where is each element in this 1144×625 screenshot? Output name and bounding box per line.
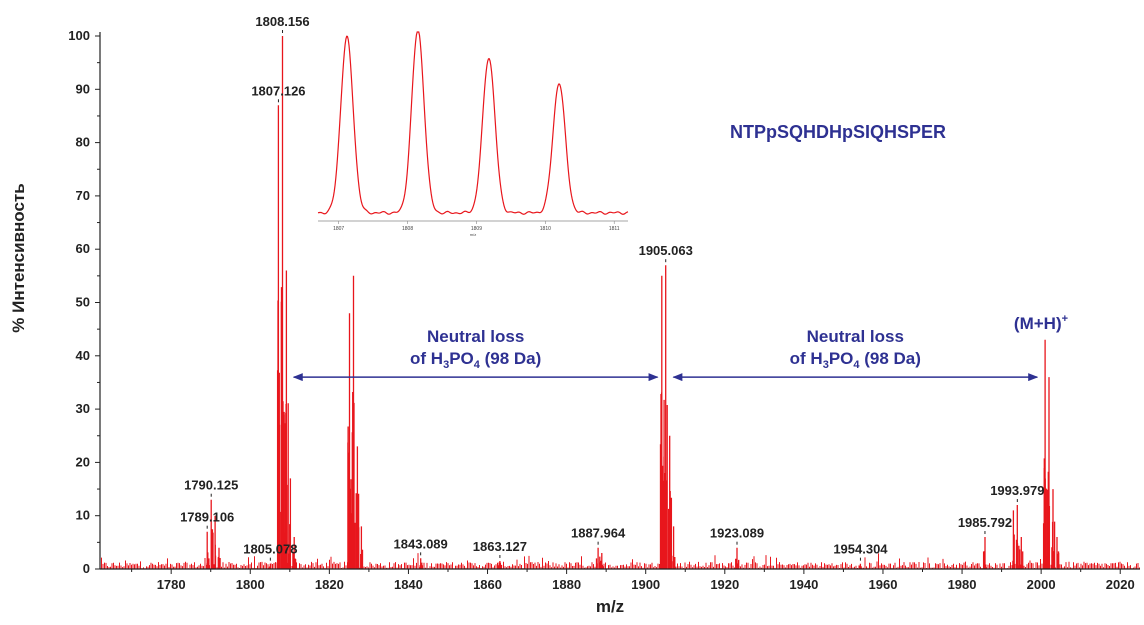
spectrum-peak-1789.106: [206, 531, 210, 569]
neutral-loss-2-line1: Neutral loss: [807, 327, 904, 346]
zoom-inset: 1807 1808 1809 1810 1811 m/z: [317, 31, 629, 237]
neutral-loss-1-line2: of H3PO4 (98 Da): [410, 349, 541, 371]
x-tick-label-1840: 1840: [394, 577, 423, 592]
spectrum-peak-2003: [1051, 489, 1056, 569]
peak-label-1954.304: 1954.304: [833, 542, 888, 557]
x-tick-label-1860: 1860: [473, 577, 502, 592]
peak-label-1887.964: 1887.964: [571, 526, 626, 541]
peak-label-1905.063: 1905.063: [639, 243, 693, 258]
inset-tick-label-1808: 1808: [402, 226, 413, 232]
peak-label-1923.089: 1923.089: [710, 526, 764, 541]
y-tick-label-40: 40: [76, 348, 90, 363]
spectrum-peak-1790.125: [210, 499, 214, 569]
spectrum-peak-1805.078: [267, 563, 271, 569]
inset-x-axis-title: m/z: [470, 232, 476, 237]
inset-tick-label-1807: 1807: [333, 226, 344, 232]
spectrum-layer: [99, 36, 1140, 569]
inset-tick-label-1809: 1809: [471, 226, 482, 232]
spectrum-peak-2001: [1042, 339, 1047, 569]
peak-label-1863.127: 1863.127: [473, 539, 527, 554]
peak-label-1790.125: 1790.125: [184, 478, 238, 493]
y-tick-label-90: 90: [76, 81, 90, 96]
spectrum-peak-1811.1: [292, 537, 297, 569]
spectrum-peak-1906.06: [667, 435, 673, 569]
x-tick-label-1980: 1980: [948, 577, 977, 592]
y-tick-label-50: 50: [76, 295, 90, 310]
spectrum-peak-1809.15: [284, 270, 289, 569]
neutral-loss-2-line2: of H3PO4 (98 Da): [790, 349, 921, 371]
spectrum-peak-1808.156: [280, 36, 285, 569]
y-tick-label-70: 70: [76, 188, 90, 203]
peak-label-1993.979: 1993.979: [990, 483, 1044, 498]
y-tick-label-80: 80: [76, 135, 90, 150]
spectrum-peak-1994.98: [1019, 537, 1024, 569]
inset-profile-curve: [317, 31, 629, 215]
peak-label-1808.156: 1808.156: [255, 14, 309, 29]
x-tick-label-1920: 1920: [710, 577, 739, 592]
inset-tick-label-1810: 1810: [540, 226, 551, 232]
y-axis-title: % Интенсивность: [9, 183, 28, 332]
y-tick-label-0: 0: [83, 561, 90, 576]
spectrum-peak-1907.06: [672, 526, 676, 569]
neutral-loss-1-line1: Neutral loss: [427, 327, 524, 346]
x-tick-label-2020: 2020: [1106, 577, 1135, 592]
spectrum-peak-1905.063: [663, 265, 668, 569]
y-tick-label-10: 10: [76, 508, 90, 523]
spectrum-peak-2004: [1056, 537, 1060, 569]
x-axis-title: m/z: [596, 597, 624, 616]
axes: 1780 1800 1820 1840 1860 1880 1900 1920 1940 1960…: [68, 28, 1140, 592]
spectrum-peak-1792.1: [217, 547, 221, 569]
spectrum-peak-1828.1: [360, 526, 364, 569]
spectrum-peak-1985.792: [982, 537, 987, 569]
peak-labels: 1808.156 1807.126 1790.125 1789.106 1805.078…: [180, 14, 1044, 561]
peak-label-1789.106: 1789.106: [180, 510, 234, 525]
y-tick-label-60: 60: [76, 241, 90, 256]
peak-label-1985.792: 1985.792: [958, 515, 1012, 530]
x-tick-label-1800: 1800: [236, 577, 265, 592]
spectrum-peak-1843.089: [419, 558, 423, 569]
x-tick-label-2000: 2000: [1027, 577, 1056, 592]
spectrum-peak-1992.98: [1012, 510, 1015, 569]
peak-label-1805.078: 1805.078: [243, 542, 297, 557]
spectrum-peak-1904.063: [659, 275, 664, 569]
spectrum-peak-1923.089: [735, 547, 740, 569]
x-tick-label-1780: 1780: [157, 577, 186, 592]
peak-label-1807.126: 1807.126: [251, 83, 305, 98]
y-tick-label-30: 30: [76, 401, 90, 416]
y-tick-label-20: 20: [76, 454, 90, 469]
x-tick-label-1880: 1880: [552, 577, 581, 592]
spectrum-peak-1954.304: [859, 563, 862, 569]
x-tick-label-1940: 1940: [789, 577, 818, 592]
x-tick-label-1820: 1820: [315, 577, 344, 592]
peptide-sequence-label: NTPpSQHDHpSIQHSPER: [730, 122, 946, 142]
spectrum-peak-1993.979: [1015, 505, 1020, 569]
parent-ion-label: (M+H)+: [1014, 313, 1068, 333]
spectrum-peak-1825.1: [347, 313, 352, 569]
inset-tick-label-1811: 1811: [609, 226, 620, 232]
spectrum-peak-2002: [1046, 377, 1051, 569]
spectrum-peak-1887.964: [595, 547, 601, 569]
annotations: NTPpSQHDHpSIQHSPER Neutral loss of H3PO4 (…: [292, 122, 1068, 382]
x-tick-label-1960: 1960: [869, 577, 898, 592]
spectrum-peak-1807.126: [276, 105, 281, 569]
spectrum-peak-1810.15: [288, 478, 292, 569]
spectrum-peak-1827.1: [355, 446, 360, 569]
x-tick-label-1900: 1900: [631, 577, 660, 592]
peak-label-1843.089: 1843.089: [394, 536, 448, 551]
spectrum-peak-1888.9: [599, 553, 604, 569]
spectrum-peak-1826.1: [351, 275, 356, 569]
y-tick-label-100: 100: [68, 28, 90, 43]
